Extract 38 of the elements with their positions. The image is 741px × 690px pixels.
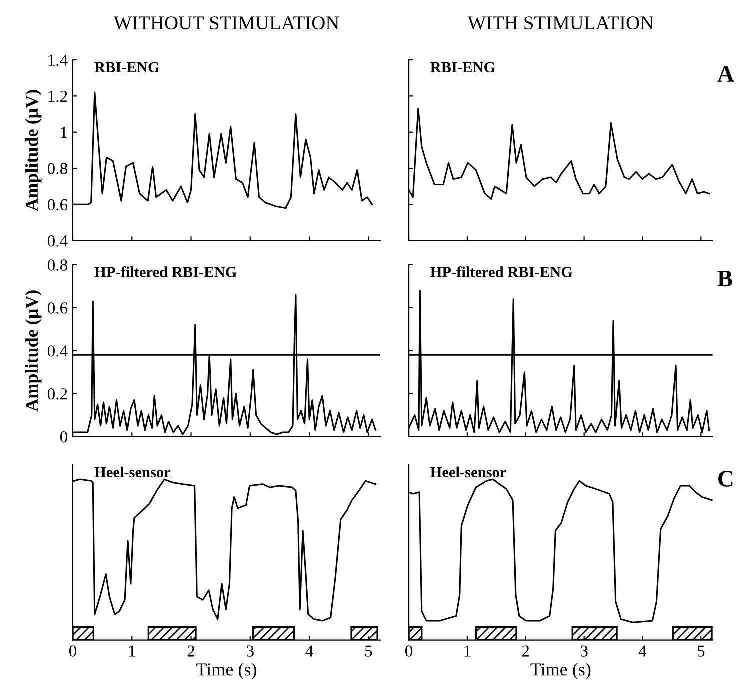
x-tick-label: 5 bbox=[365, 646, 372, 657]
text: C bbox=[718, 471, 733, 487]
x-tick-label: 1 bbox=[129, 646, 136, 657]
chart-subtitle: Heel-sensor bbox=[94, 466, 171, 478]
x-tick-label: 5 bbox=[698, 646, 705, 657]
y-tick-label: 0.4 bbox=[48, 346, 68, 357]
chart-subtitle: RBI-ENG bbox=[430, 62, 496, 73]
y-tick-label: 0.8 bbox=[48, 260, 68, 271]
x-tick-label: 0 bbox=[406, 646, 413, 657]
x-axis-title: Time (s) bbox=[530, 663, 591, 680]
chart-subtitle: HP-filtered RBI-ENG bbox=[430, 266, 573, 278]
text: B bbox=[718, 271, 732, 287]
x-tick-label: 0 bbox=[69, 646, 77, 657]
y-tick-label: 1.4 bbox=[48, 54, 68, 66]
chart-subtitle: HP-filtered RBI-ENG bbox=[94, 266, 237, 278]
y-axis-title: Amplitude (μV) bbox=[25, 90, 42, 212]
chart-subtitle: RBI-ENG bbox=[94, 62, 160, 73]
y-tick-label: 0 bbox=[60, 431, 68, 443]
y-tick-label: 0.2 bbox=[48, 388, 68, 400]
y-tick-label: 0.4 bbox=[48, 236, 68, 247]
x-tick-label: 1 bbox=[464, 646, 471, 657]
x-tick-label: 2 bbox=[188, 646, 195, 657]
y-tick-label: 0.6 bbox=[48, 302, 68, 314]
x-tick-label: 4 bbox=[638, 646, 647, 657]
x-tick-label: 4 bbox=[306, 646, 314, 657]
y-tick-label: 0.8 bbox=[48, 163, 68, 175]
x-tick-label: 2 bbox=[522, 646, 530, 657]
y-tick-label: 1.2 bbox=[48, 90, 68, 102]
x-axis-title: Time (s) bbox=[196, 663, 256, 680]
chart-title: WITHOUT STIMULATION bbox=[114, 16, 340, 30]
x-tick-label: 3 bbox=[247, 646, 254, 657]
chart-subtitle: Heel-sensor bbox=[430, 466, 506, 478]
text: A bbox=[718, 66, 734, 82]
y-tick-label: 0.6 bbox=[48, 199, 68, 211]
chart-title: WITH STIMULATION bbox=[468, 16, 654, 30]
y-axis-title: Amplitude (μV) bbox=[25, 290, 42, 412]
y-tick-label: 1 bbox=[61, 127, 68, 138]
x-tick-label: 3 bbox=[580, 646, 588, 657]
